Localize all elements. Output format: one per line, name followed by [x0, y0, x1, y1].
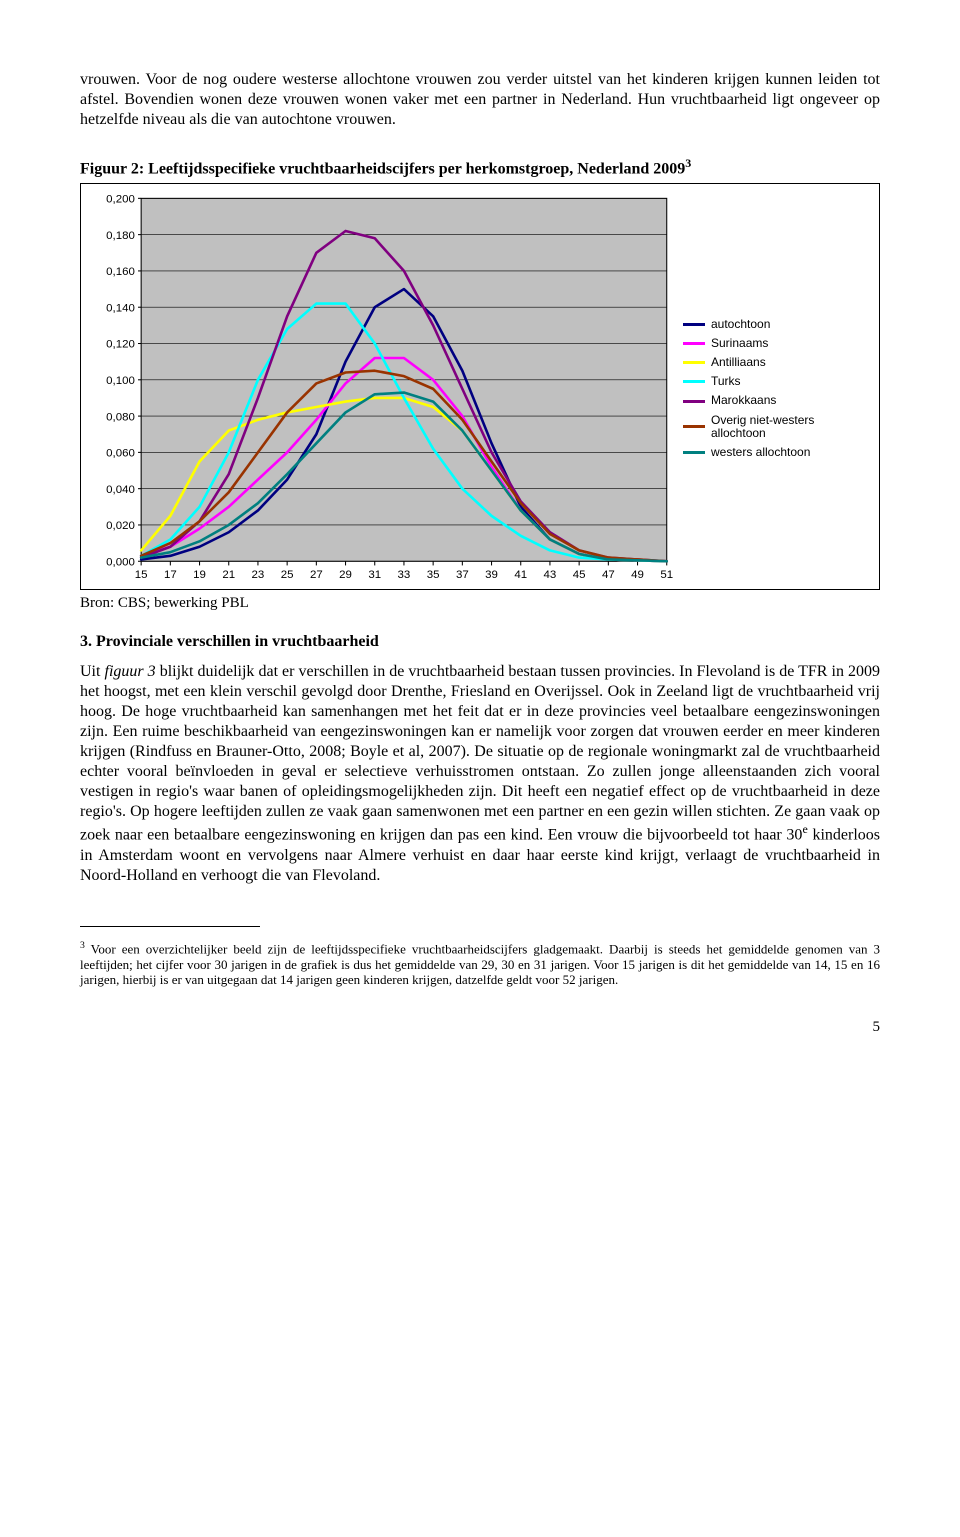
- legend-label: Turks: [711, 375, 871, 388]
- svg-text:0,000: 0,000: [106, 557, 135, 569]
- svg-text:0,180: 0,180: [106, 230, 135, 242]
- figure-chart-box: 0,000 0,020 0,040 0,060 0,080 0,100 0,120 0,140…: [80, 183, 880, 589]
- legend-swatch: [683, 451, 705, 454]
- intro-paragraph: vrouwen. Voor de nog oudere westerse all…: [80, 70, 880, 130]
- chart-plot-area: 0,000 0,020 0,040 0,060 0,080 0,100 0,120 0,140…: [89, 190, 673, 586]
- svg-text:25: 25: [281, 569, 294, 581]
- legend-label: Surinaams: [711, 337, 871, 350]
- legend-swatch: [683, 342, 705, 345]
- legend-item: Marokkaans: [683, 394, 871, 407]
- svg-text:0,060: 0,060: [106, 448, 135, 460]
- svg-text:0,160: 0,160: [106, 266, 135, 278]
- legend-item: Overig niet-westers allochtoon: [683, 414, 871, 440]
- legend-item: Turks: [683, 375, 871, 388]
- legend-swatch: [683, 361, 705, 364]
- legend-item: autochtoon: [683, 318, 871, 331]
- line-chart-svg: 0,000 0,020 0,040 0,060 0,080 0,100 0,120 0,140…: [89, 190, 673, 586]
- legend-swatch: [683, 425, 705, 428]
- section-heading: 3. Provinciale verschillen in vruchtbaar…: [80, 632, 880, 652]
- legend-label: Overig niet-westers allochtoon: [711, 414, 871, 440]
- legend-swatch: [683, 380, 705, 383]
- svg-text:49: 49: [631, 569, 644, 581]
- svg-text:47: 47: [602, 569, 615, 581]
- svg-text:33: 33: [398, 569, 411, 581]
- page-number: 5: [80, 1018, 880, 1037]
- svg-text:0,020: 0,020: [106, 520, 135, 532]
- svg-text:0,120: 0,120: [106, 339, 135, 351]
- legend-item: westers allochtoon: [683, 446, 871, 459]
- svg-text:43: 43: [544, 569, 557, 581]
- chart-legend: autochtoon Surinaams Antilliaans Turks Marok…: [673, 190, 871, 586]
- body-figure-ref: figuur 3: [105, 663, 156, 680]
- svg-text:0,140: 0,140: [106, 303, 135, 315]
- svg-text:51: 51: [660, 569, 673, 581]
- svg-text:21: 21: [222, 569, 235, 581]
- legend-label: Marokkaans: [711, 394, 871, 407]
- svg-text:0,080: 0,080: [106, 412, 135, 424]
- footnote: 3 Voor een overzichtelijker beeld zijn d…: [80, 940, 880, 988]
- body-pre: Uit: [80, 663, 105, 680]
- legend-item: Surinaams: [683, 337, 871, 350]
- figure-title: Figuur 2: Leeftijdsspecifieke vruchtbaar…: [80, 156, 880, 179]
- footnote-text: Voor een overzichtelijker beeld zijn de …: [80, 941, 880, 987]
- legend-label: Antilliaans: [711, 356, 871, 369]
- svg-text:0,040: 0,040: [106, 484, 135, 496]
- svg-text:27: 27: [310, 569, 323, 581]
- section-body: Uit figuur 3 blijkt duidelijk dat er ver…: [80, 662, 880, 885]
- svg-text:35: 35: [427, 569, 440, 581]
- svg-text:0,200: 0,200: [106, 194, 135, 206]
- figure-title-text: Figuur 2: Leeftijdsspecifieke vruchtbaar…: [80, 160, 685, 177]
- figure-source: Bron: CBS; bewerking PBL: [80, 594, 880, 613]
- body-post-1: blijkt duidelijk dat er verschillen in d…: [80, 663, 880, 843]
- legend-item: Antilliaans: [683, 356, 871, 369]
- svg-text:19: 19: [193, 569, 206, 581]
- svg-text:15: 15: [135, 569, 148, 581]
- legend-swatch: [683, 400, 705, 403]
- svg-text:17: 17: [164, 569, 177, 581]
- legend-label: autochtoon: [711, 318, 871, 331]
- svg-text:41: 41: [514, 569, 527, 581]
- legend-swatch: [683, 323, 705, 326]
- figure-title-sup: 3: [685, 156, 691, 170]
- legend-label: westers allochtoon: [711, 446, 871, 459]
- svg-text:37: 37: [456, 569, 469, 581]
- svg-text:0,100: 0,100: [106, 375, 135, 387]
- svg-text:39: 39: [485, 569, 498, 581]
- svg-text:29: 29: [339, 569, 352, 581]
- svg-text:45: 45: [573, 569, 586, 581]
- svg-text:23: 23: [252, 569, 265, 581]
- svg-text:31: 31: [368, 569, 381, 581]
- footnote-rule: [80, 926, 260, 927]
